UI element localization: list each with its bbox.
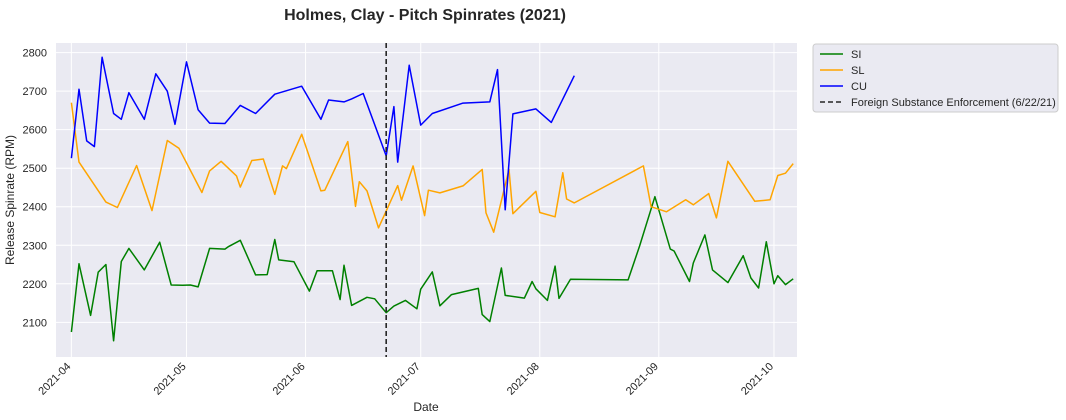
series-line-sl [70, 102, 794, 233]
legend-box [812, 43, 1059, 113]
x-tick-label: 2021-09 [624, 361, 661, 398]
y-tick-labels: 2100 2200 2300 2400 2500 2600 2700 2800 [23, 48, 47, 330]
x-tick-label: 2021-10 [739, 361, 776, 398]
y-tick-label: 2300 [23, 240, 47, 252]
y-tick-label: 2100 [23, 317, 47, 329]
legend-label-sl: SL [851, 65, 864, 77]
y-tick-label: 2600 [23, 125, 47, 137]
x-tick-label: 2021-04 [36, 361, 73, 398]
y-tick-label: 2800 [23, 48, 47, 60]
chart-title: Holmes, Clay - Pitch Spinrates (2021) [284, 7, 566, 24]
series-line-si [70, 195, 794, 342]
legend-label-si: SI [851, 49, 861, 61]
y-axis-label: Release Spinrate (RPM) [3, 135, 17, 265]
x-tick-label: 2021-05 [152, 361, 189, 398]
x-tick-label: 2021-06 [271, 361, 308, 398]
legend-label-cu: CU [851, 81, 867, 93]
series-lines [70, 56, 794, 342]
legend: SI SL CU Foreign Substance Enforcement (… [812, 43, 1059, 113]
x-tick-labels: 2021-04 2021-05 2021-06 2021-07 2021-08 2021-… [36, 361, 776, 398]
y-tick-label: 2400 [23, 202, 47, 214]
y-tick-label: 2700 [23, 86, 47, 98]
series-line-cu [70, 56, 575, 211]
x-tick-label: 2021-07 [386, 361, 423, 398]
legend-label-enforcement: Foreign Substance Enforcement (6/22/21) [851, 97, 1056, 109]
y-tick-label: 2500 [23, 163, 47, 175]
x-tick-label: 2021-08 [505, 361, 542, 398]
x-axis-label: Date [413, 400, 439, 414]
y-tick-label: 2200 [23, 279, 47, 291]
grid-lines [56, 43, 797, 357]
